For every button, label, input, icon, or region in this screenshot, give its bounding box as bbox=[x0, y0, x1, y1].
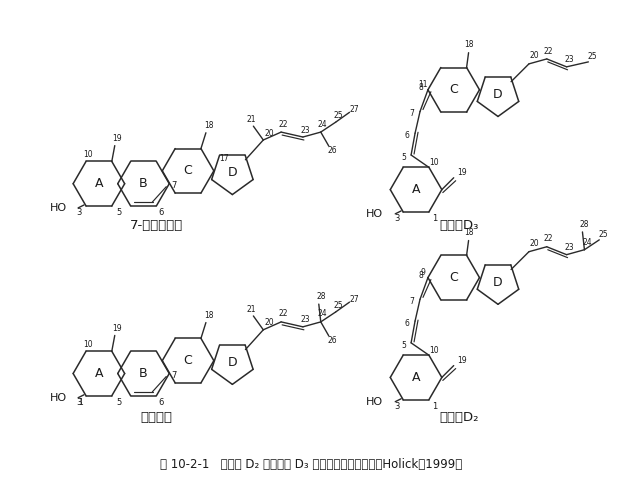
Text: 9: 9 bbox=[420, 268, 425, 277]
Text: 25: 25 bbox=[599, 230, 608, 240]
Text: 24: 24 bbox=[318, 309, 327, 318]
Text: 27: 27 bbox=[350, 105, 360, 114]
Text: 8: 8 bbox=[419, 271, 424, 280]
Text: 25: 25 bbox=[334, 111, 343, 120]
Text: 10: 10 bbox=[429, 346, 438, 355]
Text: 5: 5 bbox=[402, 341, 407, 350]
Text: 23: 23 bbox=[300, 126, 310, 134]
Text: 18: 18 bbox=[464, 228, 473, 237]
Text: C: C bbox=[184, 354, 193, 367]
Text: 维生素D₂: 维生素D₂ bbox=[439, 412, 478, 425]
Text: 7: 7 bbox=[171, 371, 177, 380]
Text: 6: 6 bbox=[405, 131, 410, 140]
Text: 10: 10 bbox=[83, 150, 93, 159]
Text: A: A bbox=[94, 177, 103, 190]
Text: 麦角固醇: 麦角固醇 bbox=[140, 412, 173, 425]
Text: B: B bbox=[139, 367, 148, 380]
Text: 26: 26 bbox=[328, 336, 337, 345]
Text: 22: 22 bbox=[544, 47, 553, 56]
Text: B: B bbox=[139, 177, 148, 190]
Text: C: C bbox=[184, 164, 193, 177]
Text: 6: 6 bbox=[405, 318, 410, 328]
Text: 8: 8 bbox=[419, 83, 424, 93]
Text: 18: 18 bbox=[204, 311, 214, 320]
Text: 21: 21 bbox=[247, 304, 256, 314]
Text: 5: 5 bbox=[402, 153, 407, 163]
Text: 3: 3 bbox=[394, 214, 400, 224]
Text: 23: 23 bbox=[300, 316, 310, 324]
Text: 3: 3 bbox=[394, 402, 400, 411]
Text: C: C bbox=[450, 271, 458, 284]
Text: 22: 22 bbox=[544, 234, 553, 244]
Text: 10: 10 bbox=[83, 340, 93, 349]
Text: 20: 20 bbox=[265, 129, 274, 137]
Text: HO: HO bbox=[366, 397, 383, 407]
Text: 1: 1 bbox=[79, 398, 83, 407]
Text: 维生素D₃: 维生素D₃ bbox=[439, 219, 478, 232]
Text: 19: 19 bbox=[112, 134, 122, 143]
Text: C: C bbox=[450, 83, 458, 96]
Text: 18: 18 bbox=[464, 40, 473, 49]
Text: 图 10-2-1   维生素 D₂ 和维生素 D₃ 的前体及其化学结构（Holick，1999）: 图 10-2-1 维生素 D₂ 和维生素 D₃ 的前体及其化学结构（Holick… bbox=[160, 458, 462, 471]
Text: 17: 17 bbox=[220, 154, 229, 164]
Text: 27: 27 bbox=[350, 295, 360, 304]
Text: 26: 26 bbox=[328, 147, 337, 155]
Text: D: D bbox=[227, 356, 237, 369]
Text: 20: 20 bbox=[529, 239, 538, 248]
Text: 28: 28 bbox=[316, 292, 325, 300]
Text: 7: 7 bbox=[410, 297, 415, 306]
Text: 23: 23 bbox=[564, 56, 574, 64]
Text: A: A bbox=[94, 367, 103, 380]
Text: 5: 5 bbox=[116, 398, 121, 407]
Text: 1: 1 bbox=[432, 214, 438, 224]
Text: 1: 1 bbox=[432, 402, 438, 411]
Text: HO: HO bbox=[50, 393, 67, 403]
Text: 5: 5 bbox=[116, 208, 121, 217]
Text: 10: 10 bbox=[429, 158, 438, 167]
Text: 7: 7 bbox=[171, 181, 177, 190]
Text: HO: HO bbox=[366, 209, 383, 219]
Text: 6: 6 bbox=[158, 398, 164, 407]
Text: 3: 3 bbox=[76, 208, 82, 217]
Text: A: A bbox=[412, 183, 420, 196]
Text: 3: 3 bbox=[76, 398, 82, 407]
Text: 22: 22 bbox=[278, 120, 288, 129]
Text: 28: 28 bbox=[579, 220, 589, 228]
Text: 6: 6 bbox=[158, 208, 164, 217]
Text: 25: 25 bbox=[587, 53, 597, 61]
Text: 20: 20 bbox=[265, 318, 274, 327]
Text: 22: 22 bbox=[278, 309, 288, 318]
Text: D: D bbox=[227, 167, 237, 179]
Text: A: A bbox=[412, 371, 420, 384]
Text: 20: 20 bbox=[529, 52, 538, 60]
Text: D: D bbox=[493, 276, 503, 289]
Text: 19: 19 bbox=[457, 356, 466, 365]
Text: 24: 24 bbox=[582, 238, 592, 247]
Text: D: D bbox=[493, 88, 503, 101]
Text: 19: 19 bbox=[112, 324, 122, 333]
Text: 7-脱氢胆固醇: 7-脱氢胆固醇 bbox=[130, 219, 183, 232]
Text: HO: HO bbox=[50, 203, 67, 213]
Text: 18: 18 bbox=[204, 121, 214, 131]
Text: 11: 11 bbox=[418, 80, 428, 89]
Text: 21: 21 bbox=[247, 115, 256, 124]
Text: 25: 25 bbox=[334, 300, 343, 310]
Text: 23: 23 bbox=[564, 243, 574, 252]
Text: 19: 19 bbox=[457, 169, 466, 177]
Text: 24: 24 bbox=[318, 120, 327, 129]
Text: 7: 7 bbox=[410, 109, 415, 118]
